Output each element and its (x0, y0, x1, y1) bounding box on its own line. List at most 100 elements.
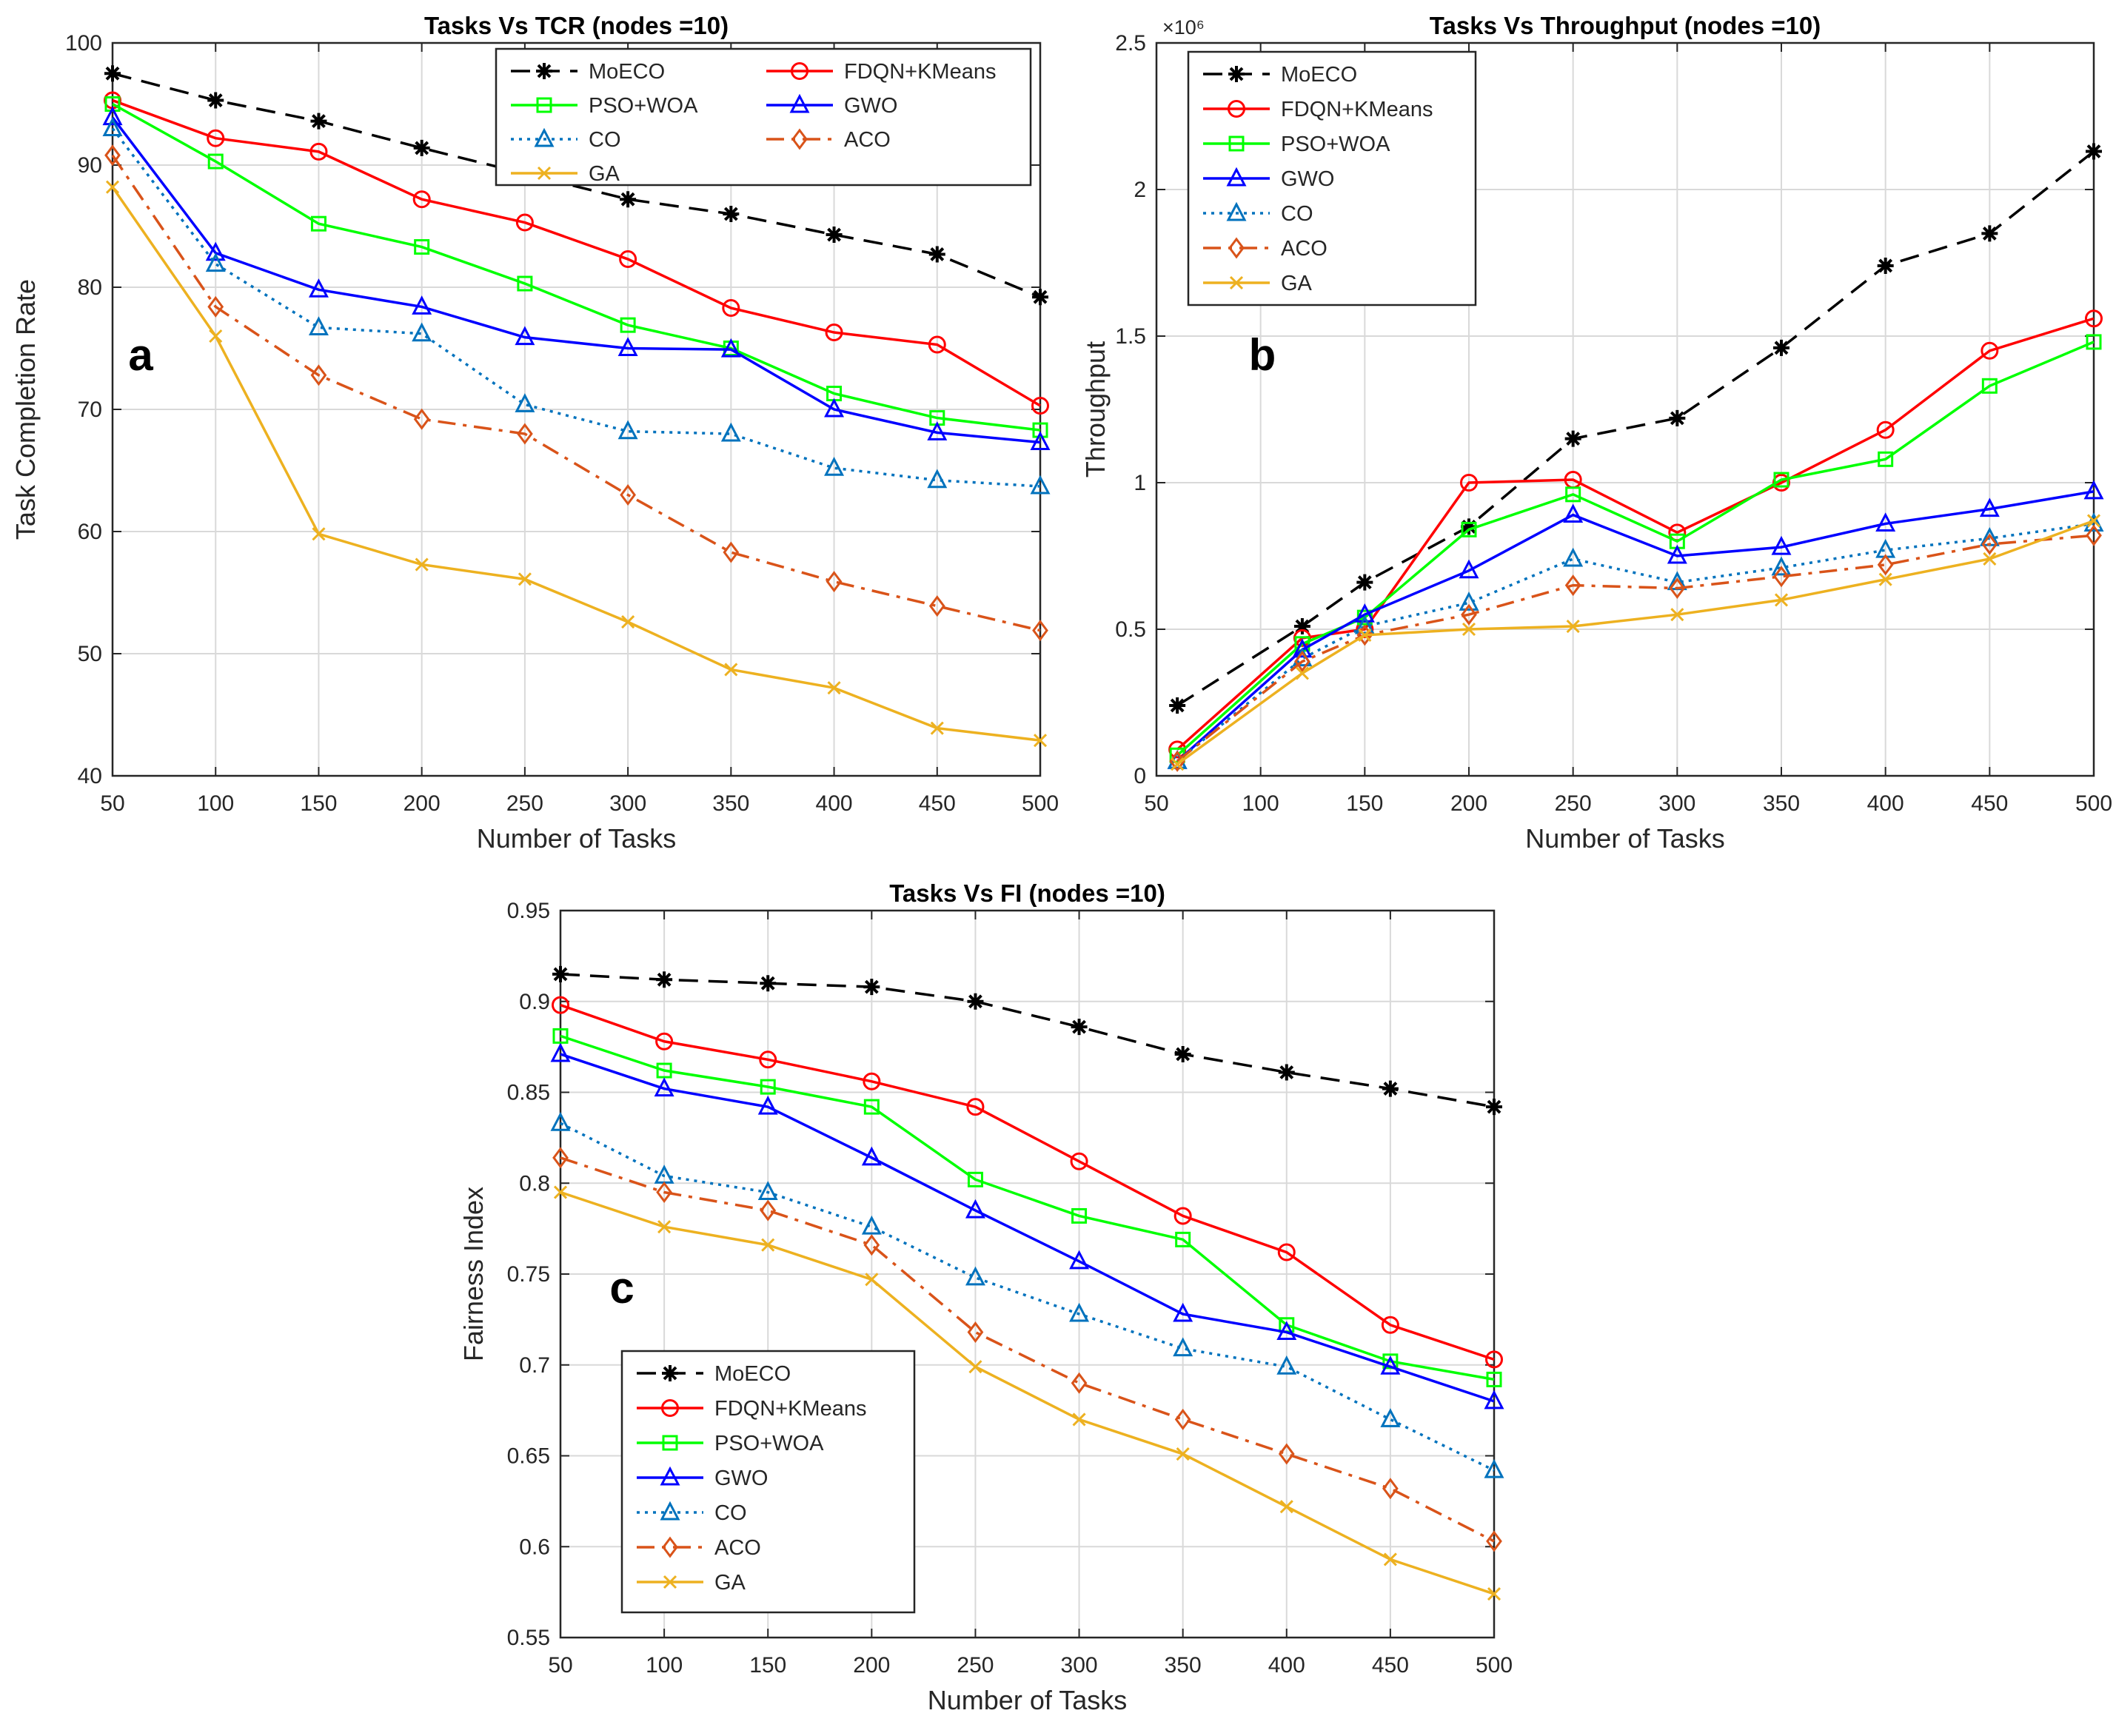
legend-marker (534, 127, 555, 147)
legend-marker (536, 97, 552, 113)
series-line (560, 1190, 1495, 1595)
data-point (1461, 603, 1477, 626)
data-point (617, 420, 638, 440)
legend-marker (662, 1435, 678, 1451)
data-point (1276, 1321, 1297, 1341)
data-point (967, 993, 984, 1010)
series-ga (1171, 514, 2101, 771)
legend-marker (1228, 237, 1245, 259)
legend-item: MoECO (1203, 63, 1357, 87)
data-point (550, 1112, 571, 1131)
data-point (967, 1171, 983, 1187)
series-line (1176, 522, 2095, 763)
x-tick-label: 350 (712, 791, 749, 816)
data-point (308, 316, 329, 335)
legend-item: GA (637, 1571, 746, 1595)
data-point (1563, 503, 1584, 523)
data-point (826, 227, 843, 244)
series-line (111, 186, 1041, 742)
series-line (1176, 519, 2095, 765)
legend-item: PSO+WOA (1203, 133, 1390, 156)
chart-title: Tasks Vs Throughput (nodes =10) (1430, 12, 1821, 39)
legend-label: GA (714, 1571, 746, 1595)
data-point (654, 1077, 674, 1097)
data-point (414, 239, 430, 255)
legend-item: ACO (1203, 237, 1327, 261)
axes-box (559, 909, 1496, 1639)
legend-marker (791, 128, 808, 150)
data-point (1293, 618, 1310, 635)
data-point (617, 337, 638, 356)
legend-item: GWO (637, 1466, 769, 1490)
x-tick-label: 150 (749, 1653, 786, 1678)
data-point (620, 191, 637, 208)
legend-item: PSO+WOA (637, 1432, 824, 1455)
data-point (1566, 619, 1580, 634)
data-point (1462, 622, 1476, 637)
data-point (1030, 431, 1051, 451)
legend-marker (1229, 275, 1244, 290)
data-point (657, 1220, 672, 1234)
data-point (863, 979, 880, 996)
x-tick-label: 300 (609, 791, 646, 816)
legend-item: ACO (766, 128, 891, 152)
legend-box (495, 47, 1032, 187)
legend-item: MoECO (511, 60, 665, 84)
data-point (1981, 341, 1999, 360)
x-tick-label: 500 (2075, 791, 2112, 816)
data-point (1031, 397, 1049, 415)
x-tick-label: 400 (1867, 791, 1904, 816)
data-point (1486, 1371, 1502, 1387)
data-point (308, 278, 329, 298)
data-point (104, 65, 121, 82)
data-point (310, 364, 327, 386)
data-point (1382, 1478, 1399, 1500)
chart-a: 50 100 150 200 250 300 350 400 450 500 40 50 60 70 80 9… (10, 12, 1059, 854)
legend-item: MoECO (637, 1362, 791, 1386)
data-point (1173, 1207, 1192, 1225)
data-point (722, 299, 740, 318)
data-point (1276, 1355, 1297, 1375)
legend-label: FDQN+KMeans (1281, 98, 1433, 121)
chart-b: 50 100 150 200 250 300 350 400 450 500 0 0.5 1 1.5 2 2.… (1080, 12, 2112, 854)
x-tick-label: 200 (1450, 791, 1487, 816)
data-point (553, 1185, 568, 1199)
data-point (1773, 472, 1789, 488)
y-tick-label: 40 (78, 764, 102, 788)
series-line (111, 154, 1041, 632)
legend-item: GA (511, 162, 620, 186)
data-point (207, 153, 224, 170)
series-line (1176, 150, 2095, 707)
x-tick-label: 500 (1022, 791, 1059, 816)
x-tick-label: 50 (1144, 791, 1168, 816)
data-point (1877, 257, 1894, 274)
series-ga (553, 1185, 1501, 1601)
legend-marker (536, 63, 552, 79)
data-point (656, 1062, 672, 1079)
legend-marker (661, 1399, 679, 1417)
data-point (1771, 535, 1792, 555)
data-point (760, 1199, 777, 1221)
series-line (1176, 490, 2095, 763)
series-ga (105, 180, 1048, 748)
data-point (1174, 1045, 1191, 1062)
legend-label: PSO+WOA (589, 94, 698, 118)
data-point (1564, 574, 1581, 597)
panel-letter: c (609, 1263, 634, 1313)
data-point (863, 1234, 880, 1256)
x-tick-label: 50 (100, 791, 124, 816)
data-point (827, 681, 841, 695)
data-point (1459, 559, 1479, 579)
data-point (1071, 1207, 1088, 1224)
data-point (310, 215, 327, 232)
legend-item: FDQN+KMeans (766, 60, 996, 84)
data-point (207, 92, 224, 109)
x-tick-label: 150 (1346, 791, 1383, 816)
data-point (2086, 524, 2102, 546)
data-point (967, 1321, 984, 1344)
legend-label: CO (1281, 202, 1313, 226)
data-point (928, 335, 946, 354)
series-moeco (1169, 143, 2102, 714)
data-point (2086, 143, 2102, 160)
data-point (655, 1032, 674, 1050)
